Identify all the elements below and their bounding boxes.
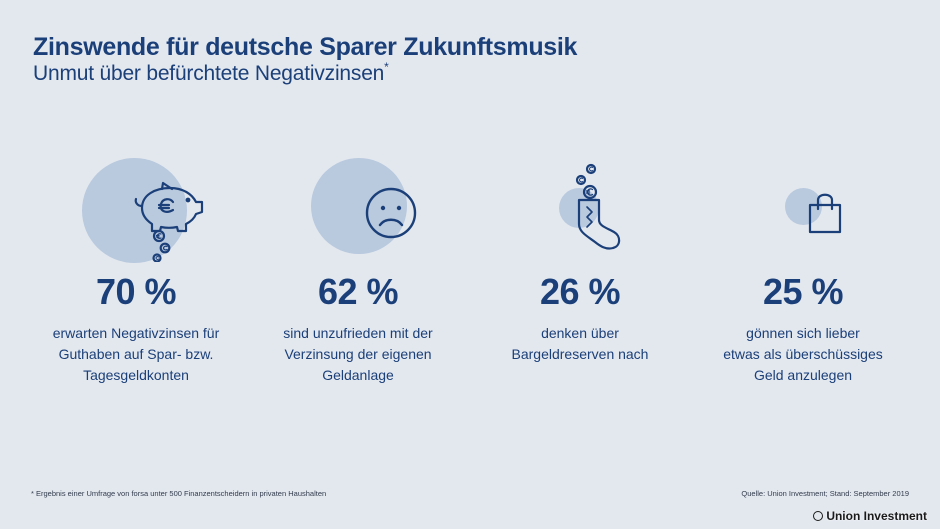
source-note: Quelle: Union Investment; Stand: Septemb… (741, 489, 909, 498)
stat-block-1: 70 % erwarten Negativzinsen für Guthaben… (26, 150, 246, 386)
page-subtitle: Unmut über befürchtete Negativzinsen* (33, 60, 389, 86)
stat-block-2: 62 % sind unzufrieden mit der Verzinsung… (248, 150, 468, 386)
stat-description-3: denken über Bargeldreserven nach (511, 325, 649, 362)
stat-icon-area-2 (248, 150, 468, 270)
subtitle-footnote-marker: * (384, 60, 389, 74)
stat-bubble-4 (785, 188, 822, 225)
footnote: * Ergebnis einer Umfrage von forsa unter… (31, 489, 327, 498)
stat-value-1: 70 % (95, 271, 177, 312)
stat-block-4: 25 % gönnen sich lieber etwas als übersc… (693, 150, 913, 386)
stat-icon-area-3 (470, 150, 690, 270)
piggy-bank-icon (134, 181, 204, 262)
shopping-bag-icon (808, 193, 842, 234)
brand-logo-icon (813, 511, 824, 521)
subtitle-text: Unmut über befürchtete Negativzinsen (33, 62, 385, 85)
stat-block-3: 26 % denken über Bargeldreserven nach (470, 150, 690, 365)
stat-description-1: erwarten Negativzinsen für Guthaben auf … (52, 325, 220, 383)
stat-description-2: sind unzufrieden mit der Verzinsung der … (283, 325, 433, 383)
stat-icon-area-1 (26, 150, 246, 270)
stat-value-3: 26 % (539, 271, 621, 312)
page-title: Zinswende für deutsche Sparer Zukunftsmu… (33, 33, 578, 61)
stat-value-2: 62 % (317, 271, 399, 312)
stat-icon-area-4 (693, 150, 913, 270)
brand-logo: Union Investment (813, 509, 927, 523)
stat-value-4: 25 % (762, 271, 844, 312)
sad-face-icon (365, 187, 417, 239)
stat-description-4: gönnen sich lieber etwas als überschüssi… (723, 325, 883, 383)
brand-name: Union Investment (826, 509, 927, 523)
money-sock-icon (575, 163, 621, 250)
